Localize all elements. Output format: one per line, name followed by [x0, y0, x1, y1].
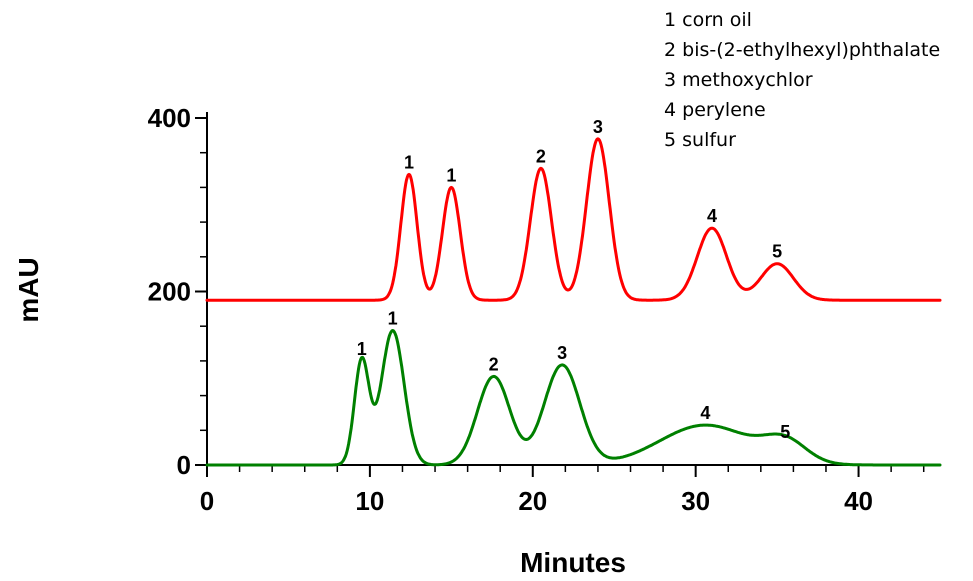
legend-entry-1: 1 corn oil: [664, 9, 752, 31]
x-tick-label: 0: [200, 486, 214, 516]
trace-2: [205, 329, 942, 467]
x-tick-label: 10: [355, 486, 384, 516]
peak-label-2-4: 3: [557, 343, 567, 363]
axes: [206, 112, 940, 466]
y-tick-label: 400: [148, 103, 191, 133]
peak-label-1-6: 5: [772, 242, 782, 262]
peak-labels: 1 1 2 3 4 5 1 1 2 3 4 5: [357, 117, 791, 442]
legend-entry-3: 3 methoxychlor: [664, 69, 813, 91]
x-axis-title: Minutes: [520, 547, 626, 578]
peak-label-1-4: 3: [593, 117, 603, 137]
legend-entry-4: 4 perylene: [664, 99, 766, 121]
peak-label-2-2: 1: [388, 309, 398, 329]
peak-label-2-6: 5: [780, 422, 790, 442]
peak-label-2-1: 1: [357, 339, 367, 359]
x-tick-label: 30: [681, 486, 710, 516]
trace-1: [205, 137, 942, 302]
peak-label-1-1: 1: [404, 152, 414, 172]
y-axis-title: mAU: [13, 257, 44, 322]
legend-entry-2: 2 bis-(2-ethylhexyl)phthalate: [664, 39, 940, 61]
peak-label-1-5: 4: [707, 206, 717, 226]
legend-entry-5: 5 sulfur: [664, 129, 736, 151]
peak-label-1-3: 2: [536, 146, 546, 166]
legend: 1 corn oil 2 bis-(2-ethylhexyl)phthalate…: [664, 9, 940, 151]
x-tick-label: 20: [518, 486, 547, 516]
peak-label-2-5: 4: [700, 403, 710, 423]
peak-label-1-2: 1: [446, 165, 456, 185]
x-tick-label: 40: [844, 486, 873, 516]
traces: [205, 137, 942, 467]
y-tick-label: 0: [177, 450, 191, 480]
y-tick-label: 200: [148, 277, 191, 307]
peak-label-2-3: 2: [489, 355, 499, 375]
